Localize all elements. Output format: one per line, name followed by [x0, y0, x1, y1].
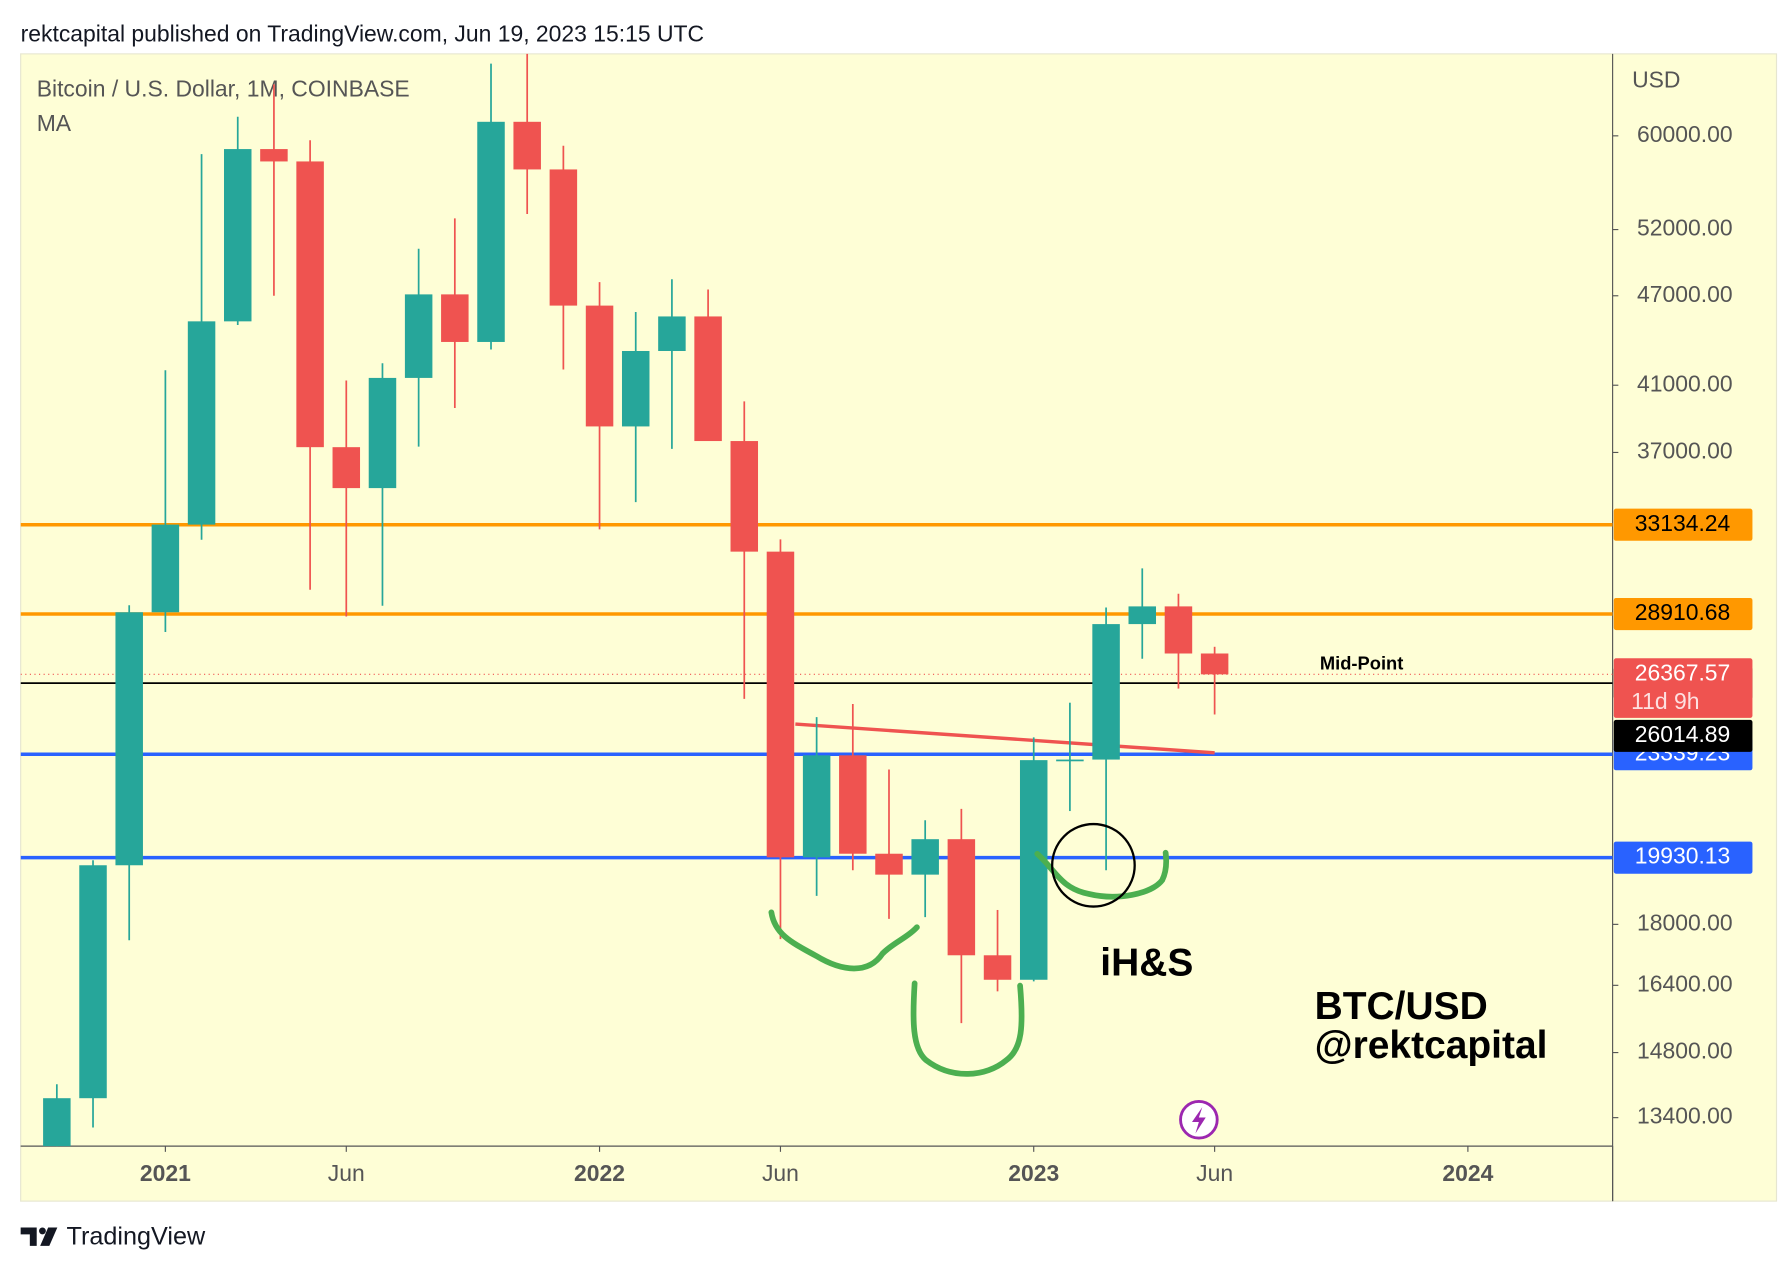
candle-body: [151, 524, 180, 613]
y-tick-label: 47000.00: [1637, 281, 1733, 307]
candle-body: [43, 1098, 71, 1147]
x-tick-label: 2022: [574, 1160, 625, 1186]
candle-body: [983, 955, 1012, 980]
candle-body: [513, 121, 541, 170]
candle-body: [911, 839, 939, 875]
candle-body: [694, 316, 722, 442]
y-tick-label: 52000.00: [1637, 215, 1733, 241]
x-tick-label: 2021: [140, 1160, 191, 1186]
chart-title: Bitcoin / U.S. Dollar, 1M, COINBASE: [37, 76, 410, 102]
footer-brand[interactable]: TradingView: [67, 1222, 206, 1250]
candle-body: [839, 755, 867, 854]
candle-body: [875, 853, 903, 875]
candle-body: [1128, 606, 1157, 625]
candle-body: [115, 612, 143, 866]
y-tick-label: 41000.00: [1637, 370, 1733, 396]
x-tick-label: Jun: [762, 1160, 799, 1186]
watermark-author: @rektcapital: [1315, 1024, 1548, 1067]
price-label: 28910.68: [1635, 599, 1731, 625]
candle-body: [1056, 759, 1084, 762]
left-shoulder: [768, 909, 920, 972]
logo-mark-a[interactable]: [20, 1227, 37, 1246]
last-price-box: [1613, 658, 1753, 718]
x-tick-label: Jun: [328, 1160, 365, 1186]
plot-area: [20, 53, 1613, 1147]
right-shoulder: [1034, 849, 1170, 900]
logo-mark-b[interactable]: [40, 1227, 58, 1246]
candle-body: [549, 169, 578, 306]
candle-body: [585, 305, 614, 427]
price-label-box: [1613, 508, 1753, 541]
head: [910, 980, 1025, 1077]
candle-body: [296, 161, 324, 448]
header: rektcapital published on TradingView.com…: [21, 21, 704, 47]
pattern-label: iH&S: [1100, 941, 1193, 984]
candle-body: [404, 294, 433, 378]
candle-body: [621, 350, 650, 427]
y-tick-label: 13400.00: [1637, 1103, 1733, 1129]
y-tick-label: 37000.00: [1637, 438, 1733, 464]
candle-body: [658, 316, 686, 351]
candle-body: [441, 294, 469, 342]
price-label: 33134.24: [1635, 510, 1731, 536]
highlight-circle: [1051, 822, 1136, 908]
x-tick-label: 2023: [1008, 1160, 1059, 1186]
price-label-box: [1613, 597, 1753, 631]
x-tick-label: 2024: [1442, 1160, 1493, 1186]
candle-body: [79, 865, 107, 1099]
logo-mark-dot[interactable]: [38, 1227, 46, 1235]
x-tick-label: Jun: [1196, 1160, 1233, 1186]
price-label-box: [1613, 841, 1753, 874]
events-icon-bolt[interactable]: [1191, 1107, 1206, 1134]
candle-body: [947, 839, 976, 956]
last-price-label: 26367.57: [1635, 659, 1731, 685]
candle-body: [1164, 606, 1193, 654]
level-name: Mid-Point: [1320, 653, 1403, 674]
candle-body: [477, 121, 505, 342]
mid-level-label: 26014.89: [1635, 721, 1731, 747]
candle-body: [1200, 653, 1229, 675]
footer-logo[interactable]: TradingView: [20, 1222, 206, 1250]
candle-body: [1092, 624, 1120, 760]
chart-subtitle: MA: [37, 110, 72, 136]
y-tick-label: 14800.00: [1637, 1038, 1733, 1064]
candle-body: [187, 321, 216, 525]
y-tick-label: 60000.00: [1637, 121, 1733, 147]
pattern-drawings: [768, 849, 1170, 1077]
mid-level-label-box: [1613, 719, 1753, 752]
countdown-label: 11d 9h: [1631, 688, 1699, 714]
y-axis-label: USD: [1632, 66, 1680, 92]
candle-body: [260, 149, 288, 162]
candle-body: [802, 755, 831, 858]
candle-body: [332, 447, 361, 489]
candle-body: [766, 551, 795, 858]
events-icon[interactable]: [1179, 1099, 1219, 1140]
candle-body: [368, 377, 397, 489]
y-tick-label: 18000.00: [1637, 909, 1733, 935]
watermark-pair: BTC/USD: [1315, 985, 1488, 1028]
candle-body: [1019, 760, 1048, 980]
candle-body: [223, 149, 252, 322]
y-tick-label: 16400.00: [1637, 970, 1733, 996]
price-label: 19930.13: [1635, 843, 1731, 869]
candle-body: [730, 441, 759, 552]
trend-line: [795, 722, 1215, 755]
